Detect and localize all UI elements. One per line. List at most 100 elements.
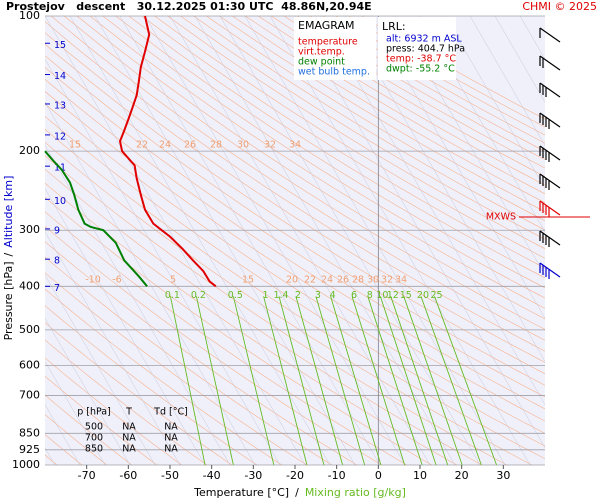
table-cell: 500: [85, 422, 103, 433]
guide-line: [45, 101, 256, 465]
mixing-ratio-label: 4: [330, 290, 336, 301]
dry-adiabat: [45, 21, 545, 352]
x-label-secondary: Mixing ratio [g/kg]: [305, 486, 406, 499]
guide-line: [469, 16, 545, 147]
dry-adiabat: [232, 16, 545, 204]
table-cell: NA: [164, 422, 178, 433]
mixing-ratio-line: [367, 296, 423, 466]
mixing-ratio-label: 20: [417, 290, 429, 301]
legend-entry: dew point: [298, 57, 345, 68]
mixing-ratio-line: [434, 296, 497, 466]
adiabat-label: 24: [321, 275, 333, 286]
dry-adiabat: [141, 16, 545, 269]
altitude-label: 9: [54, 225, 60, 236]
x-tick-label: 20: [455, 469, 469, 482]
table-cell: NA: [164, 444, 178, 455]
y-label: Pressure [hPa]: [2, 261, 15, 340]
guide-line: [394, 16, 545, 276]
adiabat-label: 34: [289, 140, 301, 151]
x-tick-label: -40: [203, 469, 221, 482]
table-header: T: [125, 407, 132, 418]
y-tick-label: 850: [19, 426, 40, 439]
guide-line: [419, 16, 545, 233]
guide-line: [45, 58, 281, 465]
guide-line: [69, 16, 331, 465]
mixing-ratio-label: 12: [387, 290, 399, 301]
lrl-line: alt: 6932 m ASL: [386, 34, 462, 45]
guide-line: [45, 317, 131, 465]
mixing-ratio-line: [379, 296, 437, 466]
dry-adiabat: [193, 16, 545, 231]
x-tick-label: -70: [78, 469, 96, 482]
y-tick-label: 400: [19, 279, 40, 292]
guide-line: [45, 145, 231, 465]
adiabat-label: 15: [242, 275, 254, 286]
guide-line: [570, 16, 600, 465]
x-tick-label: 0: [375, 469, 382, 482]
y-label-secondary: Altitude [km]: [2, 176, 15, 248]
dry-adiabat: [180, 16, 545, 240]
table-cell: NA: [164, 433, 178, 444]
adiabat-label: 32: [381, 275, 393, 286]
mixing-ratio-label: 25: [431, 290, 443, 301]
x-label: Temperature [°C]: [193, 486, 289, 499]
x-label-separator: /: [295, 486, 299, 499]
dry-adiabat: [128, 16, 545, 279]
y-tick-label: 300: [19, 223, 40, 236]
mixing-ratio-label: 1.4: [273, 290, 288, 301]
adiabat-label: 32: [264, 140, 276, 151]
table-cell: NA: [122, 444, 136, 455]
mixing-ratio-label: 3: [315, 290, 321, 301]
y-tick-label: 200: [19, 144, 40, 157]
dry-adiabat: [89, 16, 545, 309]
mixing-ratio-line: [232, 296, 275, 466]
y-tick-label: 700: [19, 388, 40, 401]
guide-line: [444, 16, 545, 190]
altitude-label: 10: [54, 196, 66, 207]
guide-line: [45, 231, 181, 465]
guide-line: [319, 16, 545, 406]
lrl-line: temp: -38.7 °C: [386, 54, 456, 65]
altitude-label: 7: [54, 283, 60, 294]
adiabat-label: 5: [170, 275, 176, 286]
x-tick-label: -30: [244, 469, 262, 482]
sounding-line: [118, 15, 217, 288]
table-cell: NA: [122, 422, 136, 433]
mixing-ratio-line: [295, 296, 344, 466]
guide-line: [45, 274, 156, 465]
credit: CHMI © 2025: [522, 0, 597, 13]
guide-line: [45, 188, 206, 465]
dry-adiabat: [45, 91, 545, 422]
guide-line: [344, 16, 545, 362]
dry-adiabat: [45, 66, 545, 398]
altitude-label: 8: [54, 256, 60, 267]
mixing-ratio-line: [351, 296, 406, 466]
mixing-ratio-line: [278, 296, 325, 466]
adiabat-label: -6: [112, 275, 121, 286]
y-tick-label: 500: [19, 323, 40, 336]
x-tick-label: -10: [328, 469, 346, 482]
guide-line: [144, 16, 406, 465]
mixing-ratio-line: [403, 296, 463, 466]
x-tick-label: 30: [496, 469, 510, 482]
mixing-ratio-label: 2: [295, 290, 301, 301]
legend-entry: temperature: [298, 37, 358, 48]
mixing-ratio-line: [195, 296, 234, 466]
dry-adiabat: [154, 16, 545, 259]
wind-barb: [539, 27, 561, 43]
guide-line: [494, 16, 545, 103]
guide-line: [369, 16, 545, 319]
dry-adiabat: [219, 16, 545, 213]
mixing-ratio-line: [330, 296, 382, 466]
altitude-label: 14: [54, 71, 66, 82]
guide-line: [244, 16, 506, 465]
adiabat-label: 30: [367, 275, 379, 286]
adiabat-label: -10: [85, 275, 101, 286]
dry-adiabat: [102, 16, 545, 299]
altitude-label: 15: [54, 40, 66, 51]
adiabat-label: 24: [159, 140, 171, 151]
table-header: p [hPa]: [77, 407, 111, 418]
lrl-box: [378, 17, 456, 80]
